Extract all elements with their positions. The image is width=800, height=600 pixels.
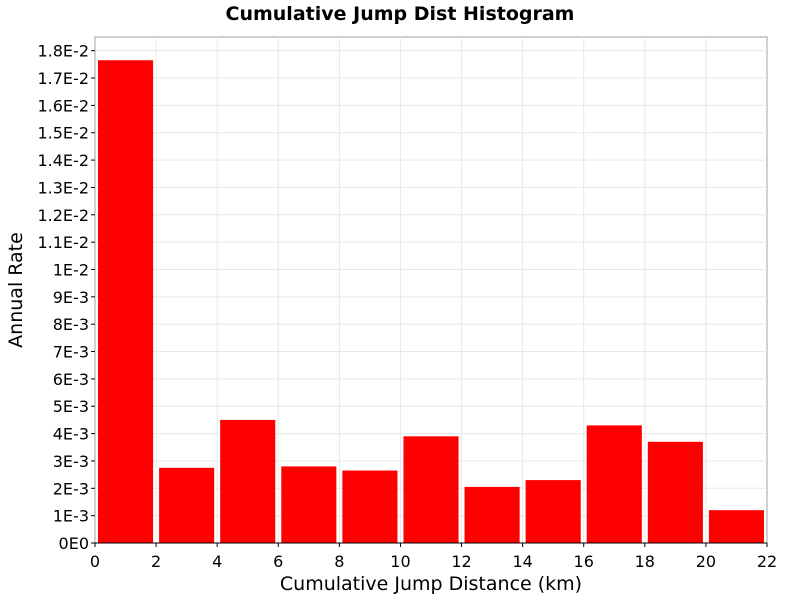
x-tick-label: 18 <box>635 552 655 571</box>
y-tick-label: 1E-2 <box>53 260 89 279</box>
histogram-bar <box>525 480 581 543</box>
histogram-bar <box>647 441 703 543</box>
histogram-bar <box>586 425 642 543</box>
histogram-bar <box>159 467 215 543</box>
x-tick-label: 16 <box>574 552 594 571</box>
histogram-bar <box>281 466 337 543</box>
y-tick-label: 4E-3 <box>53 425 89 444</box>
y-tick-label: 8E-3 <box>53 315 89 334</box>
y-tick-label: 2E-3 <box>53 479 89 498</box>
x-axis-ticks: 0 2 4 6 8 10 12 14 16 18 20 22 <box>90 543 777 571</box>
x-tick-label: 14 <box>512 552 532 571</box>
y-tick-label: 3E-3 <box>53 452 89 471</box>
histogram-bar <box>342 470 398 543</box>
y-tick-label: 1.8E-2 <box>37 42 89 61</box>
y-axis-ticks: 0E0 1E-3 2E-3 3E-3 4E-3 5E-3 6E-3 7E-3 8E-3 9E-3 1… <box>37 42 95 553</box>
x-tick-label: 10 <box>390 552 410 571</box>
x-tick-label: 6 <box>273 552 283 571</box>
y-tick-label: 1.3E-2 <box>37 178 89 197</box>
y-tick-label: 9E-3 <box>53 288 89 307</box>
chart-title: Cumulative Jump Dist Histogram <box>226 3 575 25</box>
y-tick-label: 0E0 <box>59 534 89 553</box>
histogram-bar <box>464 486 520 543</box>
x-tick-label: 12 <box>451 552 471 571</box>
y-tick-label: 6E-3 <box>53 370 89 389</box>
x-tick-label: 8 <box>334 552 344 571</box>
x-tick-label: 0 <box>90 552 100 571</box>
bars <box>98 60 764 543</box>
y-tick-label: 1.2E-2 <box>37 206 89 225</box>
y-tick-label: 1.6E-2 <box>37 96 89 115</box>
histogram-bar <box>98 60 154 543</box>
histogram-bar <box>708 510 764 543</box>
x-tick-label: 20 <box>696 552 716 571</box>
y-tick-label: 7E-3 <box>53 343 89 362</box>
y-tick-label: 1.5E-2 <box>37 124 89 143</box>
histogram-bar <box>403 436 459 543</box>
y-axis-label: Annual Rate <box>5 232 27 348</box>
x-tick-label: 4 <box>212 552 222 571</box>
histogram-bar <box>220 419 276 543</box>
grid-lines <box>95 37 767 543</box>
x-axis-label: Cumulative Jump Distance (km) <box>280 573 582 595</box>
y-tick-label: 1.1E-2 <box>37 233 89 252</box>
y-tick-label: 1.7E-2 <box>37 69 89 88</box>
y-tick-label: 1E-3 <box>53 507 89 526</box>
y-tick-label: 5E-3 <box>53 397 89 416</box>
x-tick-label: 22 <box>757 552 777 571</box>
y-tick-label: 1.4E-2 <box>37 151 89 170</box>
x-tick-label: 2 <box>151 552 161 571</box>
